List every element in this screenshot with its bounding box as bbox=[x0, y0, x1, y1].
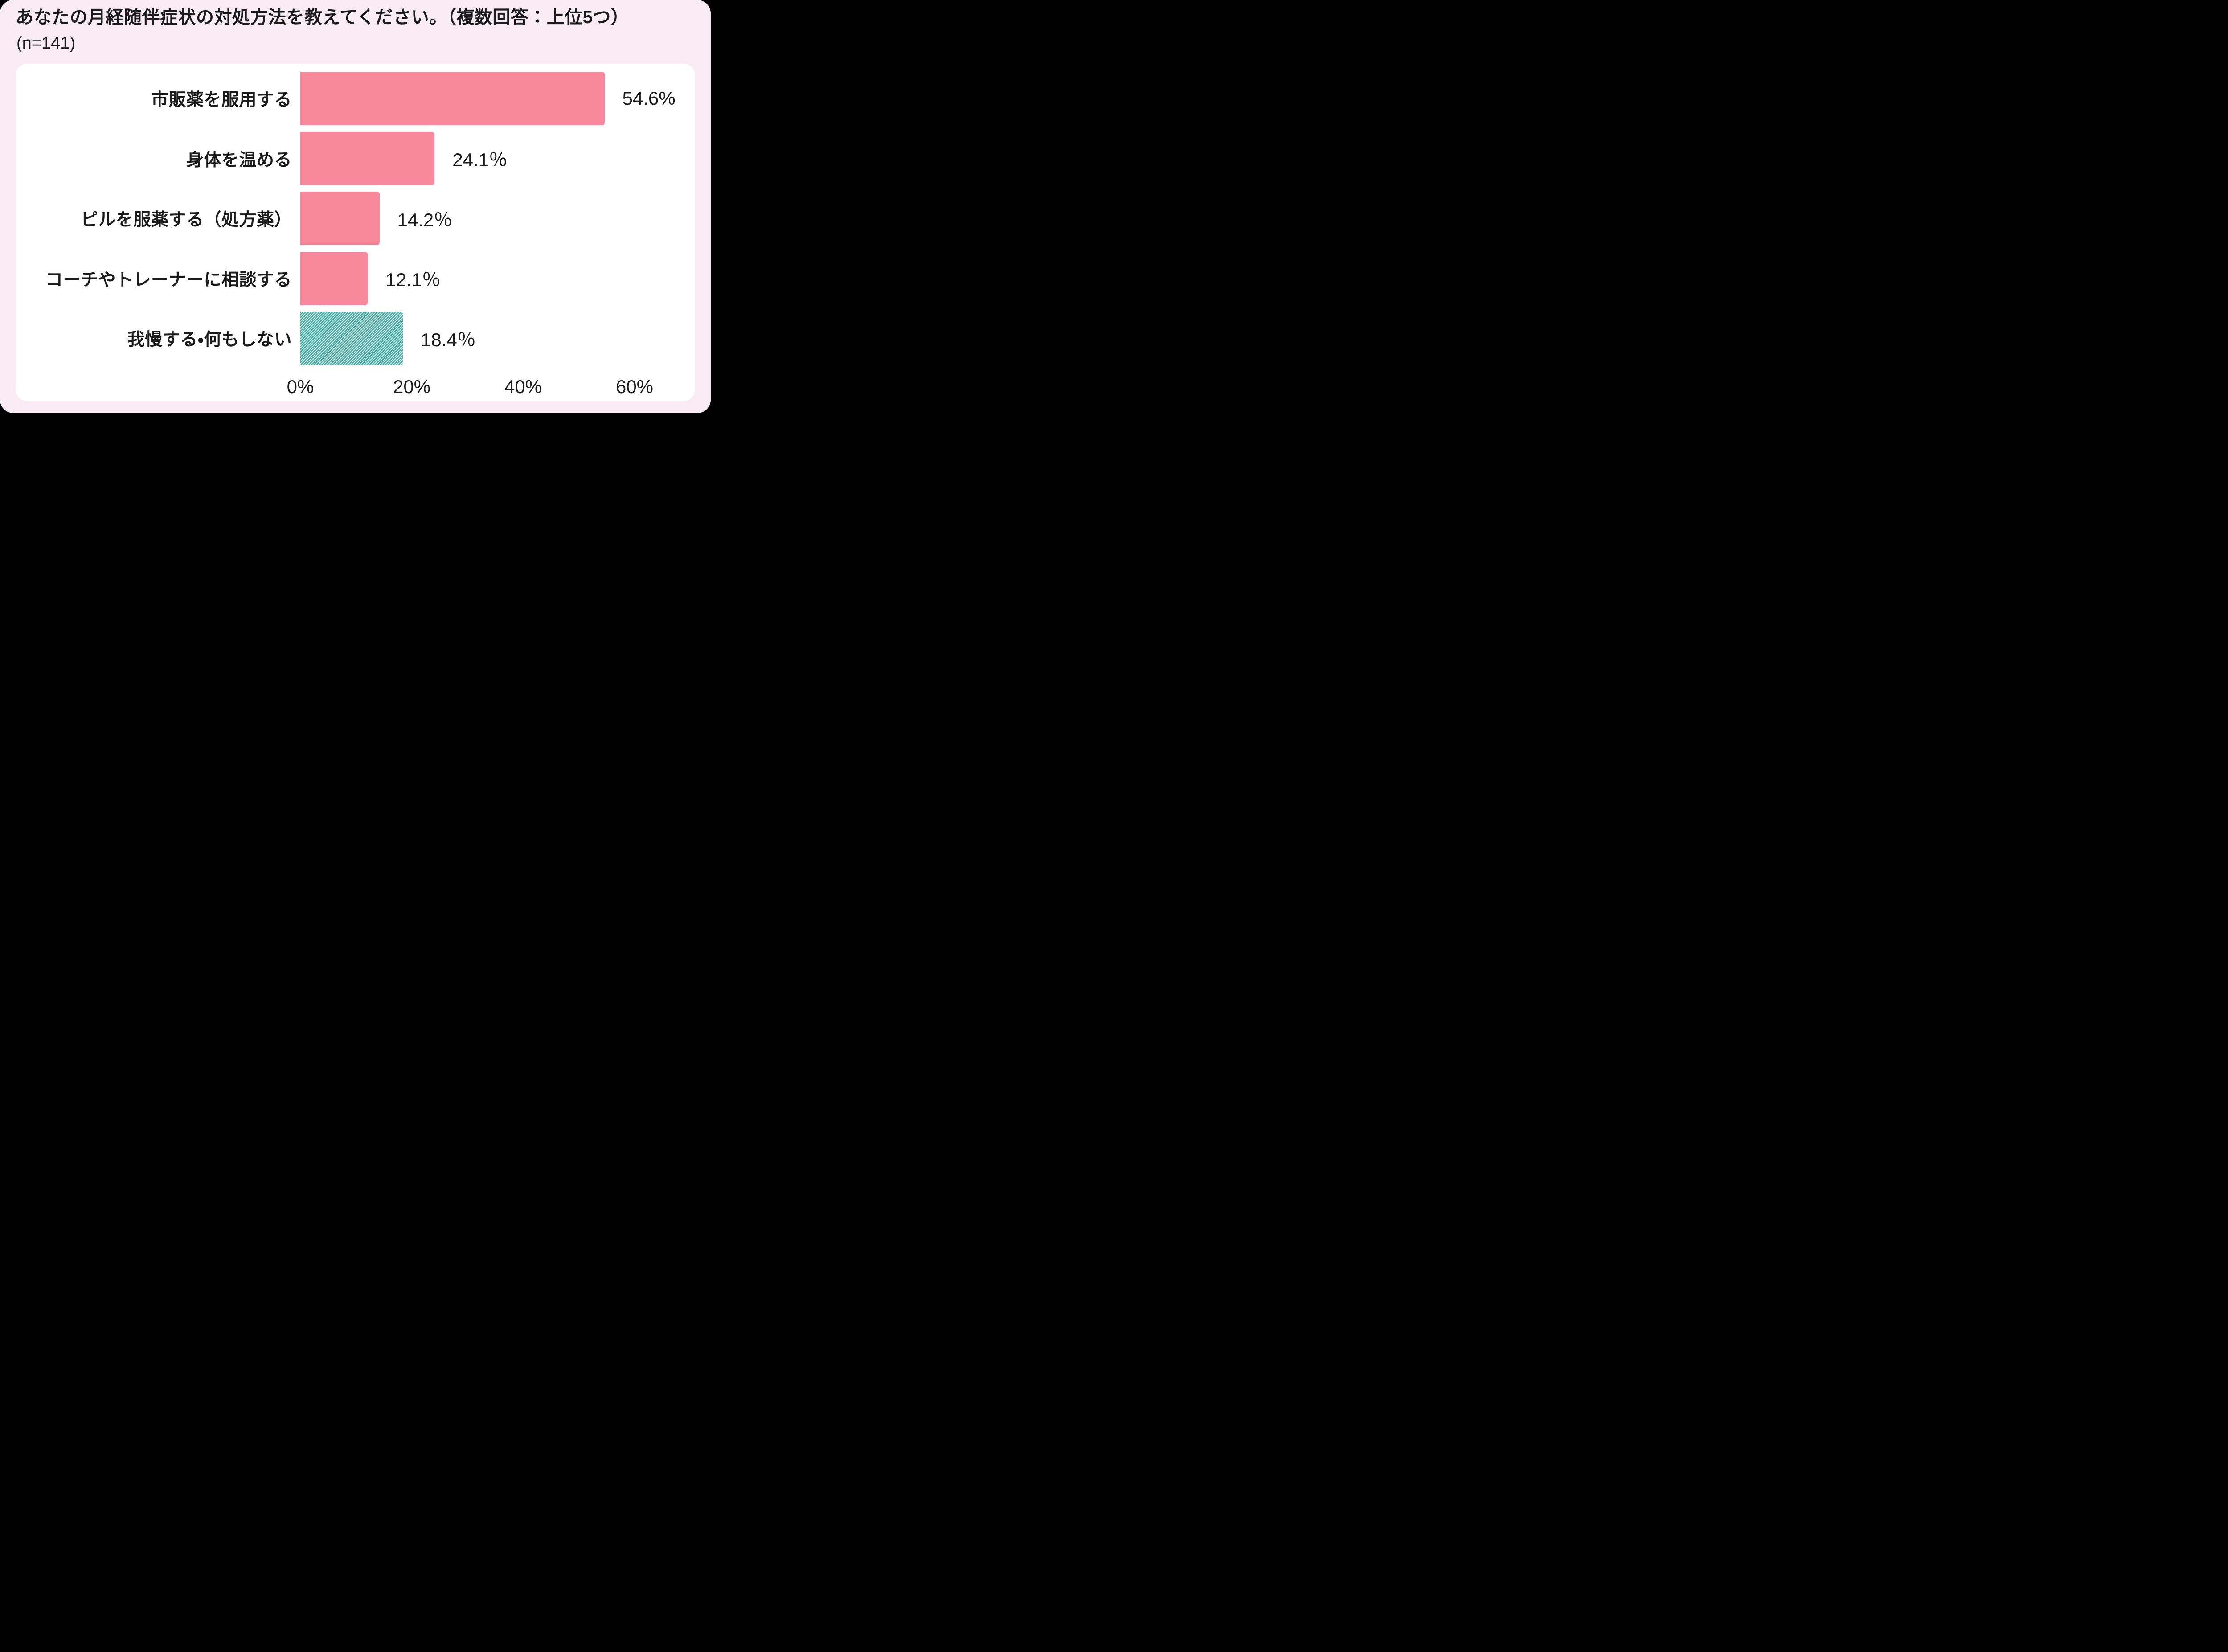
bar-value: 18.4％ bbox=[421, 329, 476, 350]
bar bbox=[300, 251, 368, 305]
bar-label: 市販薬を服用する bbox=[151, 90, 292, 110]
sample-size: (n=141) bbox=[16, 34, 76, 53]
bar-value: 24.1％ bbox=[452, 149, 508, 170]
bar-label: 我慢する・何もしない bbox=[127, 330, 292, 349]
chart-card: あなたの月経随伴症状の対処方法を教えてください。（複数回答：上位5つ） (n=1… bbox=[0, 0, 711, 413]
bar-row: 市販薬を服用する 54.6% bbox=[16, 72, 695, 125]
bar-label: ピルを服薬する（処方薬） bbox=[80, 210, 292, 230]
bar bbox=[300, 192, 380, 245]
bar-row: ピルを服薬する（処方薬） 14.2％ bbox=[16, 192, 695, 245]
bar-value: 14.2％ bbox=[397, 209, 453, 230]
x-tick-label: 40% bbox=[504, 376, 542, 397]
bar bbox=[300, 312, 403, 365]
bar-row: 我慢する・何もしない 18.4％ bbox=[16, 312, 695, 365]
bar bbox=[300, 131, 435, 185]
x-tick-label: 20% bbox=[393, 376, 431, 397]
bar-value: 54.6% bbox=[622, 88, 676, 109]
x-tick-label: 60% bbox=[615, 376, 654, 397]
x-axis: 0% 20% 40% 60% bbox=[16, 376, 695, 398]
bar bbox=[300, 72, 605, 125]
bar-value: 12.1％ bbox=[385, 269, 441, 290]
bar-row: 身体を温める 24.1％ bbox=[16, 131, 695, 185]
page-title: あなたの月経随伴症状の対処方法を教えてください。（複数回答：上位5つ） bbox=[16, 8, 629, 27]
x-tick-label: 0% bbox=[287, 376, 314, 397]
bar-label: コーチやトレーナーに相談する bbox=[45, 270, 292, 290]
bar-row: コーチやトレーナーに相談する 12.1％ bbox=[16, 251, 695, 305]
chart-panel: 市販薬を服用する 54.6% 身体を温める 24.1％ ピルを服薬する（処方薬） 14.2… bbox=[16, 64, 695, 401]
bar-label: 身体を温める bbox=[186, 150, 292, 170]
